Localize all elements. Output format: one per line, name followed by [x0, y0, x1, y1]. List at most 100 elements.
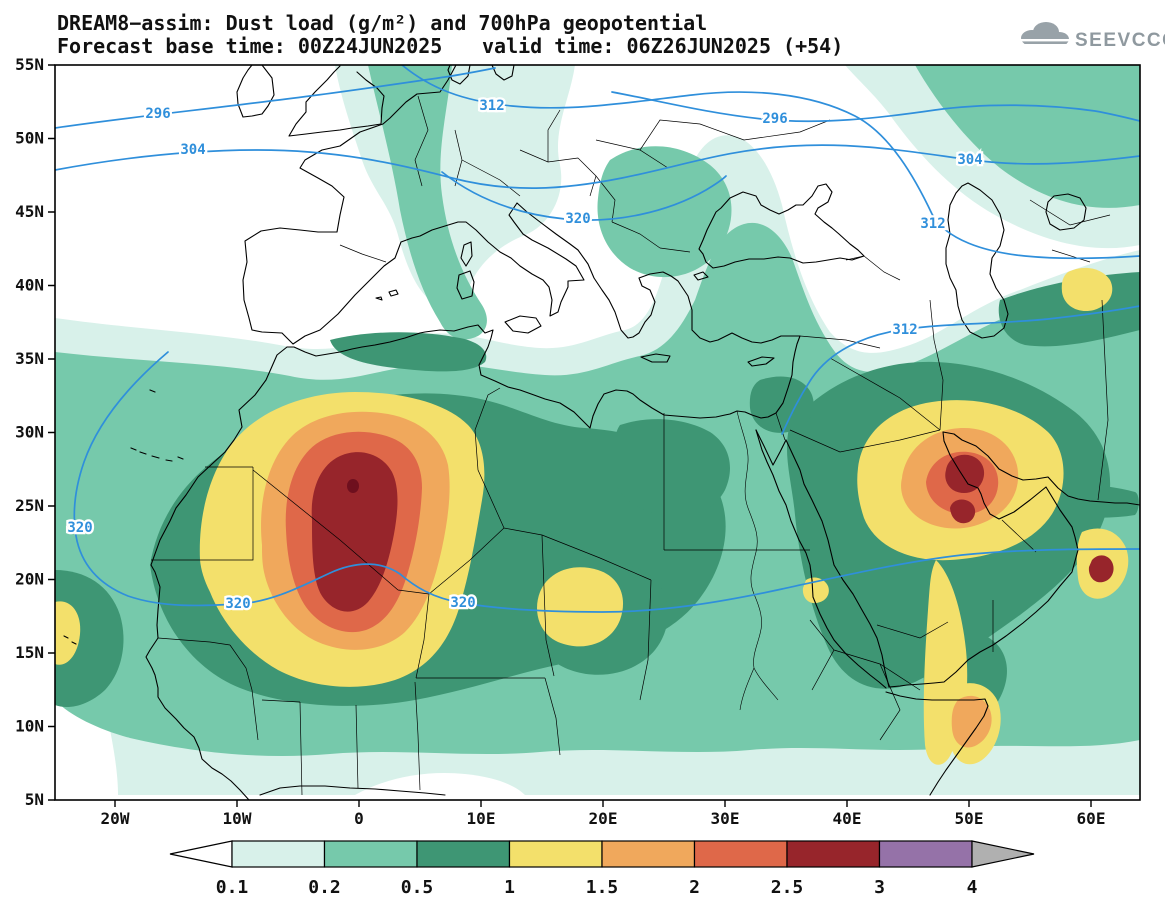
- valid-time: valid time: 06Z26JUN2025 (+54): [482, 34, 843, 58]
- lat-tick-label: 20N: [15, 570, 44, 589]
- clear-area: [355, 772, 525, 795]
- dust-core-max: [347, 479, 359, 493]
- dust-blob: [802, 577, 829, 604]
- lat-tick-label: 5N: [25, 790, 44, 809]
- colorbar-segment: [693, 840, 788, 868]
- dust-blob: [368, 65, 487, 340]
- colorbar: 0.1 0.2 0.5 1 1.5 2 2.5 3 4: [169, 840, 1035, 898]
- coastline-red-sea-east: [785, 439, 890, 688]
- coastline-red-sea-west: [755, 429, 887, 689]
- colorbar-arrow-right: [971, 840, 1035, 868]
- geopotential-contour-label: 312: [479, 98, 504, 114]
- colorbar-arrow-left: [169, 840, 233, 868]
- dust-blob: [951, 695, 992, 748]
- geopotential-contour-label: 320: [225, 596, 250, 612]
- geopotential-contour-label: 296: [762, 111, 787, 127]
- lat-axis-ticks: [48, 64, 55, 801]
- coastline-islands: [63, 241, 775, 645]
- coastline-caspian-sea: [945, 182, 1009, 339]
- lat-tick-label: 30N: [15, 423, 44, 442]
- lon-tick-label: 30E: [711, 809, 740, 828]
- dust-blob: [915, 65, 1140, 208]
- geopotential-contour-label: 312: [920, 216, 945, 232]
- lon-tick-label: 20W: [101, 809, 130, 828]
- colorbar-segment: [323, 840, 418, 868]
- colorbar-label: 1: [504, 877, 515, 898]
- geopotential-contour-label: 304: [957, 152, 982, 168]
- geopotential-contour-label: 320: [450, 595, 475, 611]
- geopotential-contour-label: 320: [67, 520, 92, 536]
- colorbar-segment: [601, 840, 696, 868]
- lat-tick-label: 45N: [15, 202, 44, 221]
- coastline-arabia: [888, 431, 1079, 688]
- colorbar-segment: [508, 840, 603, 868]
- dust-blob: [537, 567, 624, 647]
- lat-tick-label: 35N: [15, 349, 44, 368]
- geopotential-contour-label: 296: [145, 106, 170, 122]
- lat-tick-label: 50N: [15, 129, 44, 148]
- logo-text: SEEVCCC: [1075, 30, 1165, 51]
- geopotential-contour-label: 304: [180, 142, 205, 158]
- dust-blob: [55, 601, 81, 665]
- colorbar-label: 0.5: [401, 877, 434, 898]
- contour-304: [55, 144, 1140, 189]
- colorbar-label: 2: [689, 877, 700, 898]
- dust-blob: [1061, 267, 1113, 312]
- forecast-base-time: Forecast base time: 00Z24JUN2025: [57, 34, 442, 58]
- coastline-britain: [288, 65, 385, 137]
- colorbar-segment: [416, 840, 511, 868]
- colorbar-segment: [878, 840, 973, 868]
- colorbar-segment: [786, 840, 881, 868]
- lat-axis-labels: 55N 50N 45N 40N 35N 30N 25N 20N 15N 10N …: [15, 55, 44, 809]
- lon-tick-label: 10W: [223, 809, 252, 828]
- seevccc-logo: SEEVCCC: [1020, 22, 1165, 51]
- dust-blob: [330, 332, 487, 372]
- coastline-sinai-gulfs: [755, 429, 787, 466]
- lon-tick-label: 10E: [467, 809, 496, 828]
- contour-320-med: [441, 171, 727, 221]
- coastline-iran-shore: [942, 431, 1140, 506]
- coastline-europe-africa: [145, 65, 801, 800]
- geopotential-contour-label: 320: [565, 211, 590, 227]
- colorbar-label: 4: [967, 877, 978, 898]
- colorbar-label: 0.2: [308, 877, 341, 898]
- map-canvas: 296 296 304 304 312 312 312 320 320 320 …: [55, 65, 1140, 800]
- lon-axis-ticks: [114, 800, 1092, 807]
- coastline-gulf-of-guinea: [259, 785, 446, 796]
- lat-tick-label: 15N: [15, 643, 44, 662]
- coastline-aral-sea: [1045, 193, 1087, 231]
- lat-tick-label: 25N: [15, 496, 44, 515]
- lon-tick-label: 50E: [955, 809, 984, 828]
- contour-296-east: [611, 91, 1140, 123]
- lon-tick-label: 40E: [833, 809, 862, 828]
- contour-312-upper: [401, 65, 1140, 260]
- coastline-ireland: [236, 65, 275, 118]
- lat-tick-label: 40N: [15, 276, 44, 295]
- lat-tick-label: 55N: [15, 55, 44, 74]
- coastline-black-sea: [693, 183, 865, 281]
- lon-tick-label: 60E: [1077, 809, 1106, 828]
- contour-312-lower: [781, 305, 1140, 435]
- dust-blob: [1088, 555, 1114, 583]
- lon-tick-label: 20E: [589, 809, 618, 828]
- colorbar-segment: [231, 840, 326, 868]
- lat-tick-label: 10N: [15, 717, 44, 736]
- dust-blob: [950, 499, 976, 524]
- colorbar-label: 1.5: [586, 877, 619, 898]
- lon-tick-label: 0: [354, 809, 364, 828]
- colorbar-label: 0.1: [216, 877, 249, 898]
- contour-320-main: [73, 351, 1140, 613]
- lon-axis-labels: 20W 10W 0 10E 20E 30E 40E 50E 60E: [101, 809, 1106, 828]
- geopotential-contour-label: 312: [892, 322, 917, 338]
- cloud-icon: [1020, 22, 1071, 47]
- dust-blob: [597, 146, 732, 278]
- dust-blob: [55, 570, 124, 708]
- dust-blob: [611, 419, 730, 517]
- country-borders: [151, 95, 1111, 796]
- map-title: DREAM8−assim: Dust load (g/m²) and 700hP…: [57, 11, 707, 35]
- colorbar-label: 3: [874, 877, 885, 898]
- coastline-somalia: [885, 691, 989, 796]
- dust-blob: [945, 454, 985, 494]
